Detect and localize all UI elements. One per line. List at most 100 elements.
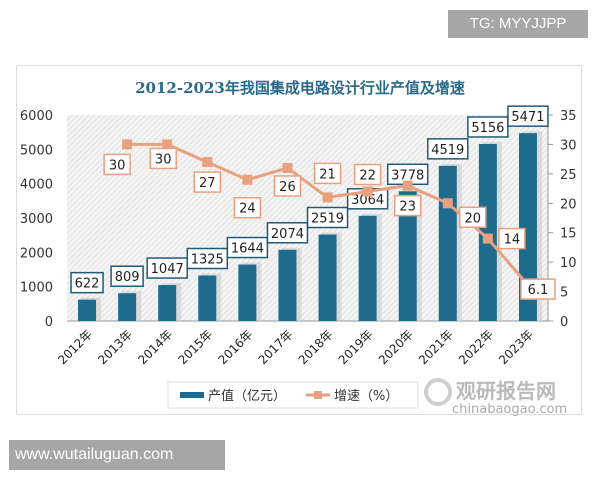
right-tick-label: 0 <box>560 315 568 330</box>
growth-label: 27 <box>199 176 216 191</box>
growth-marker <box>442 198 453 209</box>
x-tick-label: 2019年 <box>336 327 376 367</box>
growth-label-box <box>459 206 487 229</box>
bar-label-box <box>467 116 509 138</box>
x-tick-label: 2014年 <box>135 327 175 367</box>
legend <box>167 381 419 409</box>
growth-label: 14 <box>504 233 521 248</box>
bar-label: 3064 <box>351 193 384 208</box>
right-tick-label: 15 <box>560 227 577 242</box>
growth-marker <box>162 139 173 150</box>
bar-label-box <box>507 105 549 127</box>
growth-label: 21 <box>319 167 336 182</box>
bar-label: 5156 <box>471 121 504 136</box>
growth-label-box <box>149 147 177 170</box>
x-tick-label: 2016年 <box>216 327 256 367</box>
chart-title: 2012-2023年我国集成电路设计行业产值及增速 <box>135 79 465 97</box>
bar-label: 4519 <box>431 143 464 158</box>
left-tick-label: 4000 <box>20 178 53 193</box>
bar-label: 1047 <box>151 262 184 277</box>
growth-label: 20 <box>465 211 482 226</box>
growth-label: 24 <box>239 202 256 217</box>
bar <box>518 133 537 321</box>
growth-marker <box>122 139 133 150</box>
watermark-top: TG: MYYJJPP <box>448 10 588 38</box>
bar-label: 809 <box>115 270 140 285</box>
left-tick-label: 5000 <box>20 143 53 158</box>
bar <box>278 249 297 321</box>
bar-label-box <box>186 247 229 270</box>
bar-label: 622 <box>75 277 100 292</box>
growth-label-box <box>498 227 526 250</box>
growth-marker <box>202 157 213 168</box>
bar <box>358 215 377 321</box>
right-tick-label: 10 <box>560 256 577 271</box>
growth-marker <box>362 186 373 197</box>
right-tick-label: 20 <box>560 197 577 212</box>
bar-label-box <box>70 271 104 294</box>
growth-label-box <box>233 196 262 219</box>
x-tick-label: 2021年 <box>416 327 456 367</box>
growth-label: 26 <box>279 180 296 195</box>
growth-label-box <box>313 162 342 185</box>
growth-marker <box>402 180 413 191</box>
right-tick-label: 5 <box>560 286 568 301</box>
growth-marker <box>322 192 333 203</box>
legend-bar-label: 产值（亿元） <box>208 388 286 404</box>
right-tick-label: 35 <box>560 109 577 124</box>
growth-label-box <box>393 194 422 217</box>
growth-marker <box>282 162 293 173</box>
growth-label-box <box>273 175 302 197</box>
left-tick-label: 2000 <box>20 246 53 261</box>
bar-label-box <box>427 138 469 160</box>
left-tick-label: 1000 <box>20 281 53 296</box>
bar <box>198 275 217 321</box>
growth-label-box <box>353 163 382 186</box>
growth-label-box <box>103 153 131 176</box>
bar <box>118 293 137 321</box>
watermark-bottom: www.wutailuguan.com <box>9 440 225 470</box>
bar-label: 2074 <box>271 227 304 242</box>
chart-frame <box>16 65 582 415</box>
x-tick-label: 2022年 <box>456 327 496 367</box>
brand-url: chinabaogao.com <box>452 402 567 417</box>
bar <box>438 165 457 321</box>
x-tick-label: 2017年 <box>256 327 296 367</box>
growth-marker <box>242 174 253 185</box>
brand-name: 观研报告网 <box>456 379 556 403</box>
legend-line-marker <box>314 391 322 399</box>
x-tick-label: 2013年 <box>95 327 135 367</box>
legend-bar-swatch <box>180 392 204 398</box>
bar <box>398 191 417 321</box>
right-tick-label: 25 <box>560 168 577 183</box>
x-tick-label: 2015年 <box>175 327 215 367</box>
left-tick-label: 3000 <box>20 212 53 227</box>
bar-label: 3778 <box>391 168 424 183</box>
growth-marker <box>482 233 493 244</box>
growth-label-box <box>193 171 222 193</box>
right-tick-label: 30 <box>560 138 577 153</box>
bar-label-box <box>306 206 349 229</box>
x-tick-label: 2012年 <box>55 327 95 367</box>
bar-label: 1644 <box>231 242 264 257</box>
growth-label: 6.1 <box>528 283 549 298</box>
brand-logo-icon <box>424 378 452 406</box>
x-tick-label: 2023年 <box>496 327 536 367</box>
left-tick-label: 0 <box>45 315 53 330</box>
bar-label: 5471 <box>511 110 544 125</box>
bar-label-box <box>110 265 144 287</box>
bar-label: 2519 <box>311 212 344 227</box>
bar <box>478 143 497 321</box>
legend-line-label: 增速（%） <box>334 389 398 404</box>
x-tick-label: 2020年 <box>376 327 416 367</box>
bar-label: 1325 <box>191 253 224 268</box>
bar <box>78 299 97 321</box>
x-tick-label: 2018年 <box>296 327 336 367</box>
growth-label: 30 <box>155 152 172 167</box>
left-tick-label: 6000 <box>20 109 53 124</box>
bar <box>158 285 177 321</box>
growth-label-box <box>520 278 556 300</box>
growth-label: 23 <box>399 200 416 215</box>
bar <box>238 264 257 321</box>
